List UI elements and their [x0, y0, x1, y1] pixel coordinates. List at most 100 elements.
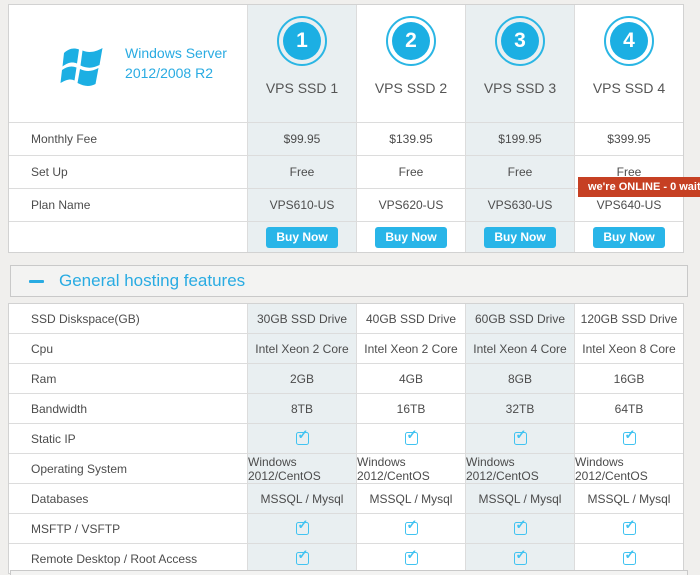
monthly-fee-value: $199.95: [465, 123, 574, 155]
plan-number: 2: [392, 22, 430, 60]
feature-value: MSSQL / Mysql: [465, 484, 574, 513]
row-label: Bandwidth: [31, 401, 88, 416]
feature-value: MSSQL / Mysql: [574, 484, 683, 513]
checked-checkbox-icon: [622, 517, 636, 535]
feature-check-cell: [247, 544, 356, 573]
feature-check-cell: [247, 514, 356, 543]
feature-value: 40GB SSD Drive: [356, 304, 465, 333]
feature-check-cell: [574, 514, 683, 543]
checked-checkbox-icon: [404, 547, 418, 565]
feature-value: 2GB: [247, 364, 356, 393]
plan-header-vps-ssd-3: 3 VPS SSD 3: [465, 5, 574, 122]
buy-now-button-vps-ssd-4[interactable]: Buy Now: [593, 226, 665, 248]
plan-number-badge: 1: [277, 16, 327, 66]
next-section-header-partial[interactable]: [10, 570, 688, 575]
buy-cell: Buy Now: [247, 222, 356, 252]
monthly-fee-value: $99.95: [247, 123, 356, 155]
feature-check-cell: [574, 544, 683, 573]
row-label: Static IP: [31, 431, 76, 446]
brand-cell: Windows Server 2012/2008 R2: [9, 5, 247, 122]
feature-value: Intel Xeon 2 Core: [247, 334, 356, 363]
feature-value: Windows 2012/CentOS: [574, 454, 683, 483]
feature-value: Intel Xeon 8 Core: [574, 334, 683, 363]
buy-now-button-vps-ssd-1[interactable]: Buy Now: [266, 226, 338, 248]
feature-check-cell: [356, 544, 465, 573]
plan-code-value: VPS620-US: [356, 189, 465, 221]
feature-value: 120GB SSD Drive: [574, 304, 683, 333]
buy-now-button-vps-ssd-2[interactable]: Buy Now: [375, 226, 447, 248]
checked-checkbox-icon: [513, 427, 527, 445]
buy-now-button-vps-ssd-3[interactable]: Buy Now: [484, 226, 556, 248]
row-label: Ram: [31, 371, 57, 386]
checked-checkbox-icon: [404, 517, 418, 535]
checked-checkbox-icon: [295, 517, 309, 535]
feature-value: 16GB: [574, 364, 683, 393]
table-row-ram: Ram 2GB 4GB 8GB 16GB: [9, 363, 683, 393]
checked-checkbox-icon: [513, 547, 527, 565]
table-row-set-up: Set Up Free Free Free Free: [9, 155, 683, 188]
checked-checkbox-icon: [295, 427, 309, 445]
table-row-msftp-vsftp: MSFTP / VSFTP: [9, 513, 683, 543]
empty-cell: [9, 222, 247, 252]
live-chat-status-badge[interactable]: we're ONLINE - 0 wait tim: [578, 177, 700, 197]
general-hosting-features-section-header[interactable]: General hosting features: [10, 265, 688, 297]
plan-code-value: VPS610-US: [247, 189, 356, 221]
feature-value: 8TB: [247, 394, 356, 423]
section-title: General hosting features: [59, 271, 246, 290]
set-up-value: Free: [247, 156, 356, 188]
feature-value: MSSQL / Mysql: [247, 484, 356, 513]
feature-value: 4GB: [356, 364, 465, 393]
plan-header-vps-ssd-2: 2 VPS SSD 2: [356, 5, 465, 122]
table-row-buy-now: Buy Now Buy Now Buy Now Buy Now: [9, 221, 683, 252]
feature-value: MSSQL / Mysql: [356, 484, 465, 513]
feature-value: 32TB: [465, 394, 574, 423]
table-row-cpu: Cpu Intel Xeon 2 Core Intel Xeon 2 Core …: [9, 333, 683, 363]
plan-header-row: Windows Server 2012/2008 R2 1 VPS SSD 1 …: [9, 5, 683, 122]
feature-check-cell: [356, 424, 465, 453]
row-label: Monthly Fee: [31, 132, 98, 146]
pricing-table: Windows Server 2012/2008 R2 1 VPS SSD 1 …: [8, 4, 684, 253]
row-label: Set Up: [31, 165, 68, 179]
feature-value: Intel Xeon 4 Core: [465, 334, 574, 363]
feature-check-cell: [465, 514, 574, 543]
buy-cell: Buy Now: [574, 222, 683, 252]
row-label: Plan Name: [31, 198, 91, 212]
general-hosting-features-table: SSD Diskspace(GB) 30GB SSD Drive 40GB SS…: [8, 303, 684, 574]
brand-title-line1: Windows Server: [125, 44, 227, 61]
buy-cell: Buy Now: [356, 222, 465, 252]
table-row-remote-desktop-root-access: Remote Desktop / Root Access: [9, 543, 683, 573]
table-row-plan-name: Plan Name VPS610-US VPS620-US VPS630-US …: [9, 188, 683, 221]
feature-value: Windows 2012/CentOS: [247, 454, 356, 483]
plan-header-vps-ssd-1: 1 VPS SSD 1: [247, 5, 356, 122]
checked-checkbox-icon: [622, 427, 636, 445]
table-row-bandwidth: Bandwidth 8TB 16TB 32TB 64TB: [9, 393, 683, 423]
brand-title-line2: 2012/2008 R2: [125, 64, 213, 81]
plan-code-value: VPS640-US: [574, 189, 683, 221]
plan-number: 3: [501, 22, 539, 60]
plan-number-badge: 4: [604, 16, 654, 66]
feature-value: 64TB: [574, 394, 683, 423]
feature-value: 60GB SSD Drive: [465, 304, 574, 333]
table-row-ssd-diskspace: SSD Diskspace(GB) 30GB SSD Drive 40GB SS…: [9, 304, 683, 333]
plan-name: VPS SSD 1: [265, 80, 339, 96]
plan-name: VPS SSD 4: [592, 80, 666, 96]
plan-number: 1: [283, 22, 321, 60]
feature-value: 30GB SSD Drive: [247, 304, 356, 333]
monthly-fee-value: $399.95: [574, 123, 683, 155]
brand-title: Windows Server 2012/2008 R2: [125, 44, 227, 83]
feature-check-cell: [356, 514, 465, 543]
plan-header-vps-ssd-4: 4 VPS SSD 4: [574, 5, 683, 122]
table-row-databases: Databases MSSQL / Mysql MSSQL / Mysql MS…: [9, 483, 683, 513]
checked-checkbox-icon: [622, 547, 636, 565]
row-label: Remote Desktop / Root Access: [31, 551, 198, 566]
buy-cell: Buy Now: [465, 222, 574, 252]
table-row-static-ip: Static IP: [9, 423, 683, 453]
plan-code-value: VPS630-US: [465, 189, 574, 221]
feature-check-cell: [465, 424, 574, 453]
checked-checkbox-icon: [404, 427, 418, 445]
feature-value: 16TB: [356, 394, 465, 423]
row-label: Operating System: [31, 461, 128, 476]
feature-value: Windows 2012/CentOS: [465, 454, 574, 483]
plan-number-badge: 2: [386, 16, 436, 66]
